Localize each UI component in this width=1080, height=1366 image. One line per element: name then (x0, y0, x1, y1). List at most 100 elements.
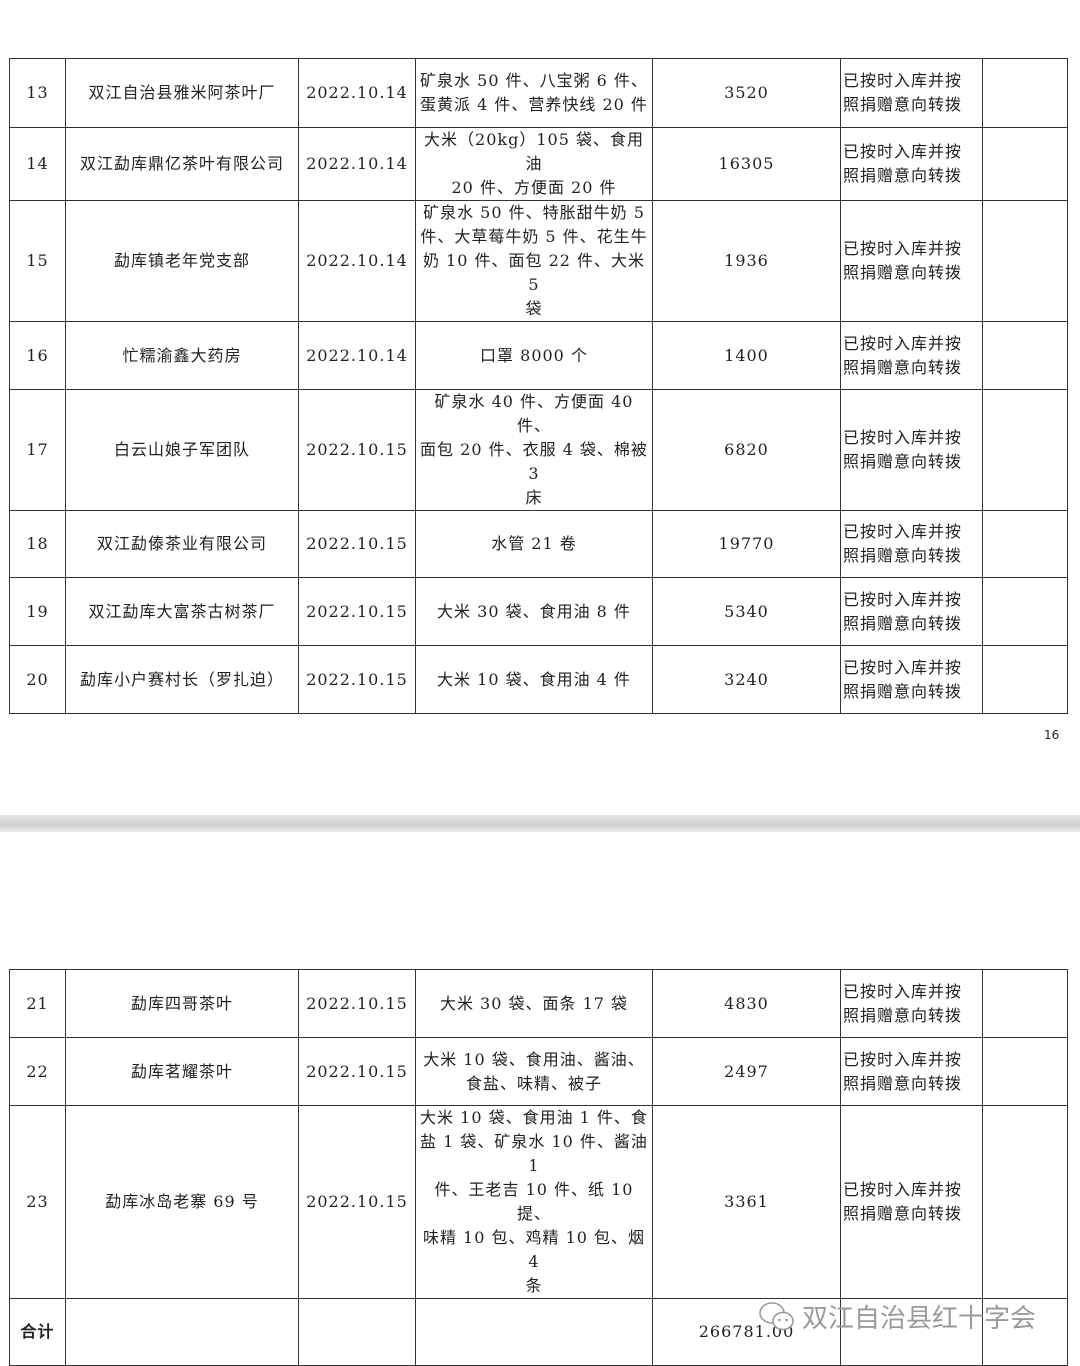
table-row: 21 勐库四哥茶叶 2022.10.15 大米 30 袋、面条 17 袋 4830 已按时… (9, 969, 1068, 1038)
table-row: 13 双江自治县雅米阿茶叶厂 2022.10.14 矿泉水 50 件、八宝粥 6 件、… (9, 58, 1068, 128)
cell-note (982, 577, 1068, 646)
cell-status: 已按时入库并按 照捐赠意向转拨 (840, 510, 983, 578)
cell-note (982, 1105, 1068, 1299)
table-row: 17 白云山娘子军团队 2022.10.15 矿泉水 40 件、方便面 40 件、 面… (9, 389, 1068, 511)
cell-donor: 忙糯渝鑫大药房 (65, 321, 299, 390)
cell-note (982, 510, 1068, 578)
cell-status: 已按时入库并按 照捐赠意向转拨 (840, 58, 983, 128)
cell-donor: 勐库镇老年党支部 (65, 200, 299, 322)
cell-note (982, 200, 1068, 322)
total-amount: 266781.00 (652, 1298, 841, 1366)
cell-items: 大米 10 袋、食用油 4 件 (415, 645, 653, 714)
cell-amount: 16305 (652, 127, 841, 201)
cell-donor: 白云山娘子军团队 (65, 389, 299, 511)
cell-status: 已按时入库并按 照捐赠意向转拨 (840, 200, 983, 322)
cell-date: 2022.10.15 (298, 1037, 416, 1106)
cell-amount: 1936 (652, 200, 841, 322)
cell-amount: 2497 (652, 1037, 841, 1106)
cell-items: 矿泉水 40 件、方便面 40 件、 面包 20 件、衣服 4 袋、棉被 3 床 (415, 389, 653, 511)
cell-date: 2022.10.15 (298, 645, 416, 714)
cell-donor: 勐库小户赛村长（罗扎迫） (65, 645, 299, 714)
cell-date: 2022.10.14 (298, 127, 416, 201)
cell-donor: 双江勐库鼎亿茶叶有限公司 (65, 127, 299, 201)
cell-status: 已按时入库并按 照捐赠意向转拨 (840, 127, 983, 201)
cell-note (982, 321, 1068, 390)
cell-no: 22 (9, 1037, 66, 1106)
cell-date: 2022.10.15 (298, 510, 416, 578)
cell-note (982, 1037, 1068, 1106)
total-label: 合计 (9, 1298, 66, 1366)
watermark-text: 双江自治县红十字会 (802, 1304, 1037, 1334)
cell-empty (65, 1298, 299, 1366)
cell-items: 矿泉水 50 件、特胀甜牛奶 5 件、大草莓牛奶 5 件、花生牛 奶 10 件、… (415, 200, 653, 322)
cell-no: 19 (9, 577, 66, 646)
cell-no: 17 (9, 389, 66, 511)
cell-note (982, 969, 1068, 1038)
cell-date: 2022.10.15 (298, 1105, 416, 1299)
cell-items: 水管 21 卷 (415, 510, 653, 578)
cell-empty (298, 1298, 416, 1366)
table-row: 15 勐库镇老年党支部 2022.10.14 矿泉水 50 件、特胀甜牛奶 5 件、大… (9, 200, 1068, 322)
cell-donor: 勐库冰岛老寨 69 号 (65, 1105, 299, 1299)
table-row: 22 勐库茗耀茶叶 2022.10.15 大米 10 袋、食用油、酱油、 食盐、味精、… (9, 1037, 1068, 1106)
cell-note (982, 58, 1068, 128)
cell-donor: 双江勐库大富茶古树茶厂 (65, 577, 299, 646)
cell-status: 已按时入库并按 照捐赠意向转拨 (840, 645, 983, 714)
cell-date: 2022.10.15 (298, 389, 416, 511)
cell-date: 2022.10.15 (298, 969, 416, 1038)
cell-no: 14 (9, 127, 66, 201)
cell-items: 大米 10 袋、食用油、酱油、 食盐、味精、被子 (415, 1037, 653, 1106)
table-row: 18 双江勐傣茶业有限公司 2022.10.15 水管 21 卷 19770 已按时入库并… (9, 510, 1068, 578)
cell-donor: 双江勐傣茶业有限公司 (65, 510, 299, 578)
cell-status: 已按时入库并按 照捐赠意向转拨 (840, 969, 983, 1038)
cell-items: 大米（20kg）105 袋、食用油 20 件、方便面 20 件 (415, 127, 653, 201)
cell-amount: 19770 (652, 510, 841, 578)
cell-amount: 5340 (652, 577, 841, 646)
page-number: 16 (1044, 728, 1060, 742)
cell-donor: 勐库茗耀茶叶 (65, 1037, 299, 1106)
cell-amount: 3361 (652, 1105, 841, 1299)
donation-table-page-16: 13 双江自治县雅米阿茶叶厂 2022.10.14 矿泉水 50 件、八宝粥 6 件、… (9, 58, 1068, 714)
cell-date: 2022.10.15 (298, 577, 416, 646)
watermark: 双江自治县红十字会 (758, 1298, 1036, 1335)
cell-status: 已按时入库并按 照捐赠意向转拨 (840, 1105, 983, 1299)
cell-date: 2022.10.14 (298, 321, 416, 390)
table-row: 14 双江勐库鼎亿茶叶有限公司 2022.10.14 大米（20kg）105 袋、食用… (9, 127, 1068, 201)
cell-items: 矿泉水 50 件、八宝粥 6 件、 蛋黄派 4 件、营养快线 20 件 (415, 58, 653, 128)
cell-empty (415, 1298, 653, 1366)
cell-amount: 3240 (652, 645, 841, 714)
cell-items: 大米 30 袋、面条 17 袋 (415, 969, 653, 1038)
cell-date: 2022.10.14 (298, 200, 416, 322)
page-separator (0, 815, 1080, 832)
cell-no: 23 (9, 1105, 66, 1299)
cell-amount: 6820 (652, 389, 841, 511)
total-row: 合计 266781.00 (9, 1298, 1068, 1366)
donation-table-page-17: 21 勐库四哥茶叶 2022.10.15 大米 30 袋、面条 17 袋 4830 已按时… (9, 969, 1068, 1366)
table-row: 23 勐库冰岛老寨 69 号 2022.10.15 大米 10 袋、食用油 1 件、食… (9, 1105, 1068, 1299)
cell-no: 21 (9, 969, 66, 1038)
cell-amount: 1400 (652, 321, 841, 390)
cell-items: 大米 10 袋、食用油 1 件、食 盐 1 袋、矿泉水 10 件、酱油 1 件、… (415, 1105, 653, 1299)
cell-status: 已按时入库并按 照捐赠意向转拨 (840, 321, 983, 390)
cell-status: 已按时入库并按 照捐赠意向转拨 (840, 1037, 983, 1106)
wechat-icon (759, 1301, 794, 1330)
cell-no: 20 (9, 645, 66, 714)
cell-amount: 4830 (652, 969, 841, 1038)
cell-no: 15 (9, 200, 66, 322)
table-row: 19 双江勐库大富茶古树茶厂 2022.10.15 大米 30 袋、食用油 8 件 53… (9, 577, 1068, 646)
cell-no: 18 (9, 510, 66, 578)
cell-date: 2022.10.14 (298, 58, 416, 128)
cell-status: 已按时入库并按 照捐赠意向转拨 (840, 577, 983, 646)
cell-items: 大米 30 袋、食用油 8 件 (415, 577, 653, 646)
cell-status: 已按时入库并按 照捐赠意向转拨 (840, 389, 983, 511)
table-row: 16 忙糯渝鑫大药房 2022.10.14 口罩 8000 个 1400 已按时入库并按 … (9, 321, 1068, 390)
cell-empty (840, 1298, 983, 1366)
cell-no: 13 (9, 58, 66, 128)
cell-note (982, 127, 1068, 201)
cell-note (982, 645, 1068, 714)
cell-note (982, 389, 1068, 511)
cell-no: 16 (9, 321, 66, 390)
cell-items: 口罩 8000 个 (415, 321, 653, 390)
cell-donor: 双江自治县雅米阿茶叶厂 (65, 58, 299, 128)
